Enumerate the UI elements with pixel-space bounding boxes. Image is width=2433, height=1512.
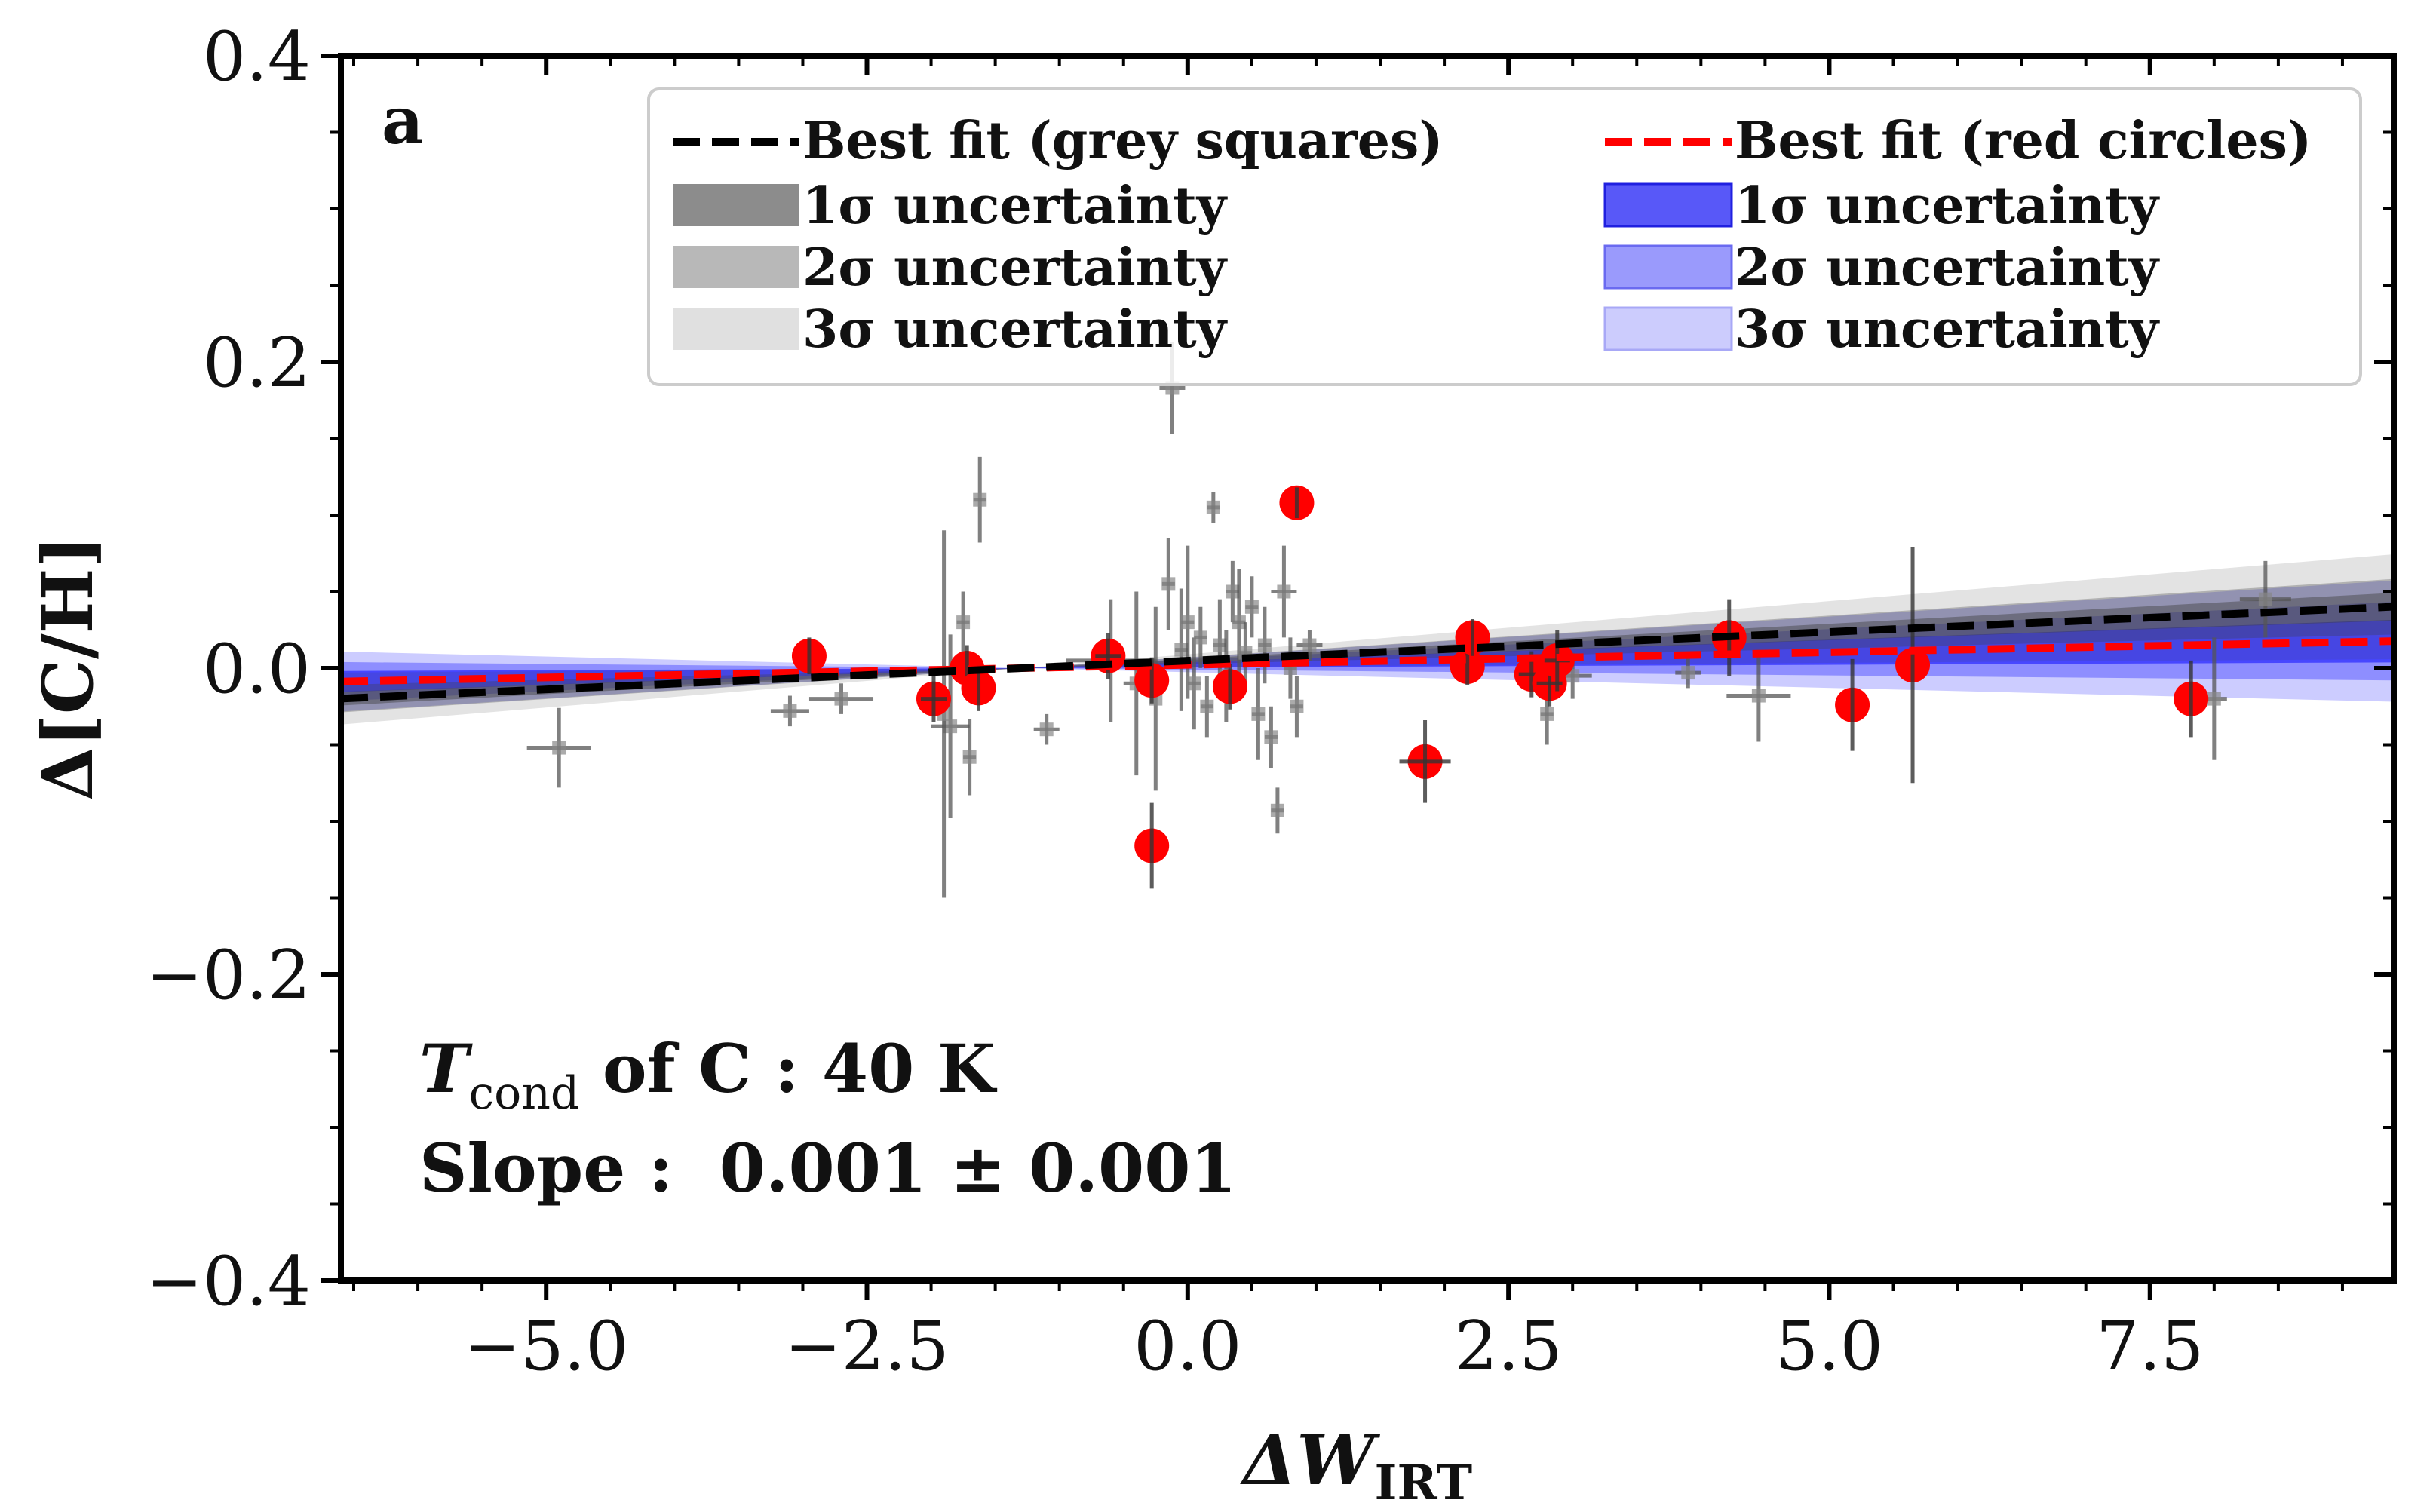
legend-blue-1sigma-swatch	[1603, 182, 1733, 228]
legend-grey-1sigma-label: 1σ uncertainty	[802, 176, 1229, 236]
grey-square-point	[1174, 643, 1189, 657]
grey-square-point	[1257, 638, 1272, 652]
grey-square-point	[1187, 676, 1201, 691]
grey-square-point	[956, 615, 971, 630]
legend-grey-2sigma-label: 2σ uncertainty	[802, 238, 1229, 298]
red-best-fit-line	[341, 637, 2394, 685]
tcond-annotation: Tcond of C : 40 K	[419, 1029, 998, 1120]
legend-blue-3sigma-swatch	[1603, 306, 1733, 351]
grey-2sigma-band	[341, 578, 2394, 713]
y-tick-label: 0.4	[203, 17, 311, 97]
grey-square-point	[783, 704, 797, 718]
grey-square-point	[1681, 666, 1695, 680]
x-tick-label: 5.0	[1775, 1307, 1883, 1386]
tcond-subscript: cond	[468, 1067, 579, 1120]
grey-square-point	[962, 750, 977, 764]
legend-grey-2sigma-swatch	[673, 246, 799, 288]
grey-square-point	[2207, 692, 2221, 706]
x-tick-label: −5.0	[464, 1307, 629, 1386]
y-tick-label: −0.4	[146, 1242, 311, 1321]
grey-1sigma-band	[341, 593, 2394, 706]
grey-square-point	[943, 719, 958, 734]
x-tick-label: 2.5	[1455, 1307, 1563, 1386]
grey-square-point	[1039, 722, 1054, 737]
uncertainty-bands	[341, 554, 2394, 725]
tcond-rest: of C : 40 K	[579, 1029, 998, 1108]
panel-label: a	[382, 83, 424, 159]
y-axis-label: Δ[C/H]	[27, 535, 109, 801]
tcond-symbol: T	[419, 1029, 473, 1108]
x-tick-label: 0.0	[1134, 1307, 1241, 1386]
grey-3sigma-band	[341, 554, 2394, 725]
legend-grey-3sigma-label: 3σ uncertainty	[802, 299, 1229, 360]
x-tick-label: −2.5	[784, 1307, 950, 1386]
x-axis-label: ΔWIRT	[1240, 1419, 1472, 1511]
legend-blue-3sigma-label: 3σ uncertainty	[1735, 299, 2161, 360]
black-best-fit-line	[341, 603, 2394, 703]
grey-square-point	[834, 692, 848, 706]
grey-square-point	[1751, 689, 1766, 703]
grey-square-point	[1206, 500, 1220, 514]
grey-square-point	[1264, 730, 1278, 744]
grey-square-point	[1302, 638, 1317, 652]
x-axis-label-main: ΔW	[1240, 1419, 1380, 1501]
grey-square-point	[1244, 600, 1259, 614]
grey-square-point	[1213, 638, 1227, 652]
legend: Best fit (grey squares) 1σ uncertainty 2…	[647, 87, 2362, 386]
legend-grey-fit-label: Best fit (grey squares)	[802, 111, 1444, 171]
x-axis-label-sub: IRT	[1375, 1455, 1473, 1511]
grey-square-point	[1290, 699, 1304, 713]
x-tick-label: 7.5	[2096, 1307, 2204, 1386]
grey-square-point	[1251, 707, 1266, 721]
slope-annotation: Slope : 0.001 ± 0.001	[419, 1129, 1237, 1207]
legend-red-fit-label: Best fit (red circles)	[1735, 111, 2312, 171]
y-tick-label: 0.2	[203, 324, 311, 403]
grey-square-point	[1226, 584, 1240, 599]
legend-grey-1sigma-swatch	[673, 184, 799, 226]
legend-box	[647, 87, 2362, 386]
grey-square-point	[1270, 803, 1284, 817]
axis-ticks: −5.0 −2.5 0.0 2.5 5.0 7.5 −0.4 −0.2 0.0 0.2 0.4	[146, 17, 2394, 1386]
legend-blue-2sigma-label: 2σ uncertainty	[1735, 238, 2161, 298]
legend-blue-2sigma-swatch	[1603, 244, 1733, 290]
data-points	[526, 342, 2291, 898]
y-tick-label: −0.2	[146, 936, 311, 1015]
grey-square-point	[552, 741, 566, 755]
grey-square-point	[1193, 630, 1207, 645]
y-tick-label: 0.0	[203, 630, 311, 709]
legend-grey-3sigma-swatch	[673, 308, 799, 350]
grey-square-point	[2258, 592, 2272, 606]
grey-square-point	[1180, 615, 1195, 630]
grey-square-point	[1232, 615, 1246, 630]
legend-blue-1sigma-label: 1σ uncertainty	[1735, 176, 2161, 236]
grey-square-point	[1277, 584, 1291, 599]
best-fit-lines	[341, 603, 2394, 703]
grey-square-point	[973, 492, 987, 507]
grey-square-point	[1200, 699, 1214, 713]
grey-square-point	[1161, 577, 1176, 591]
grey-square-point	[1540, 707, 1554, 721]
